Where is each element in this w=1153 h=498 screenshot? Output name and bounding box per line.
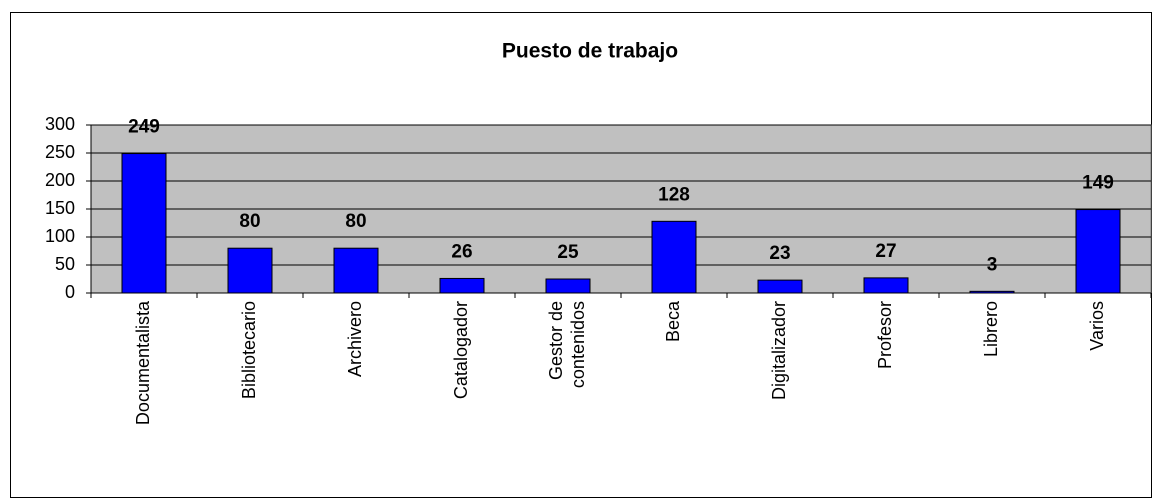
bar <box>333 247 379 294</box>
value-label: 25 <box>557 242 579 263</box>
x-tick-label: Digitalizador <box>769 301 789 400</box>
x-tick-label: Bibliotecario <box>239 301 259 399</box>
x-tick-label: Varios <box>1087 301 1107 351</box>
x-tick-label: Archivero <box>345 301 365 377</box>
value-label: 3 <box>987 254 998 275</box>
bar <box>121 153 167 294</box>
value-label: 80 <box>239 211 260 232</box>
value-label: 149 <box>1082 173 1114 194</box>
value-label: 128 <box>658 184 690 205</box>
chart-title: Puesto de trabajo <box>502 40 678 63</box>
x-tick-label: Catalogador <box>451 301 471 399</box>
y-tick-label: 50 <box>55 254 75 274</box>
bar <box>439 277 485 294</box>
value-label: 249 <box>128 117 160 138</box>
value-label: 23 <box>769 243 790 264</box>
x-tick-label: Profesor <box>875 301 895 369</box>
bar <box>651 220 697 294</box>
y-tick-label: 0 <box>65 282 75 302</box>
bar <box>969 290 1015 294</box>
value-label: 27 <box>875 241 896 262</box>
x-tick-label: Librero <box>981 301 1001 357</box>
value-label: 26 <box>451 241 472 262</box>
bar <box>757 279 803 294</box>
bar <box>863 277 909 294</box>
value-label: 80 <box>345 211 366 232</box>
y-tick-label: 100 <box>45 226 75 246</box>
bar <box>545 278 591 294</box>
x-tick-label: Documentalista <box>133 300 153 425</box>
y-tick-label: 200 <box>45 170 75 190</box>
y-tick-label: 150 <box>45 198 75 218</box>
bar <box>1075 209 1121 294</box>
x-tick-label: Gestor de contenidos <box>546 301 588 388</box>
bar <box>227 247 273 294</box>
y-tick-label: 250 <box>45 142 75 162</box>
y-tick-label: 300 <box>45 114 75 134</box>
x-tick-label: Beca <box>663 300 683 342</box>
